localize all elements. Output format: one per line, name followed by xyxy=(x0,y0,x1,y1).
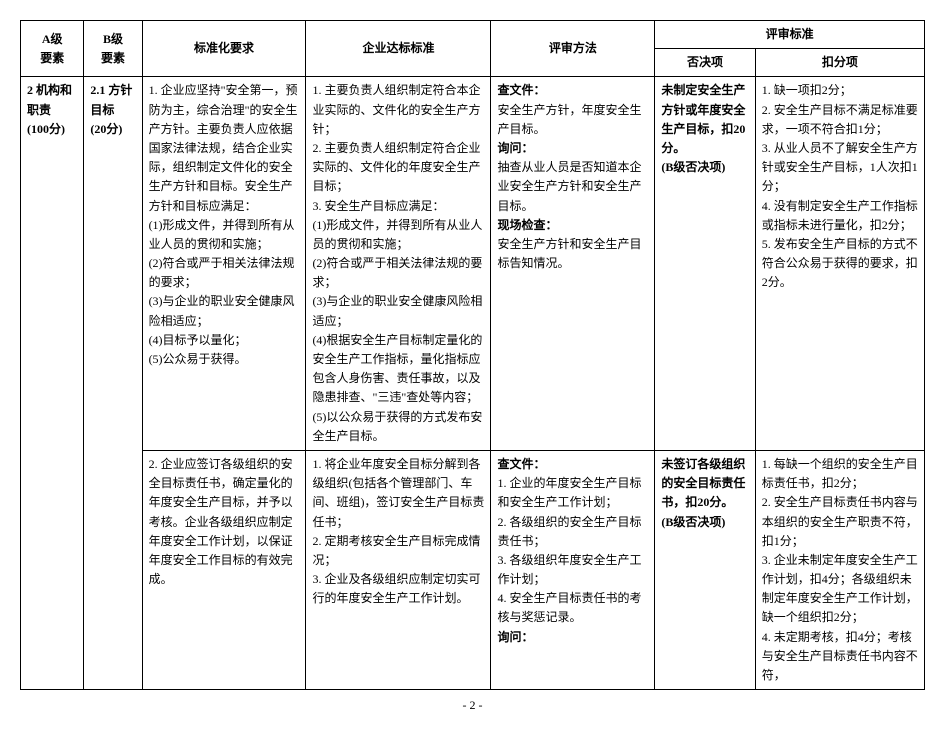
evaluation-table: A级要素 B级要素 标准化要求 企业达标标准 评审方法 评审标准 否决项 扣分项… xyxy=(20,20,925,690)
header-std: 企业达标标准 xyxy=(306,21,491,77)
method-text: 1. 企业的年度安全生产目标和安全生产工作计划；2. 各级组织的安全生产目标责任… xyxy=(497,476,641,624)
method-label-2: 询问： xyxy=(497,141,533,155)
cell-std: 1. 将企业年度安全目标分解到各级组织(包括各个管理部门、车间、班组)，签订安全… xyxy=(306,450,491,689)
cell-req: 1. 企业应坚持"安全第一，预防为主，综合治理"的安全生产方针。主要负责人应依据… xyxy=(142,77,306,451)
table-row: 2 机构和职责(100分) 2.1 方针目标(20分) 1. 企业应坚持"安全第… xyxy=(21,77,925,451)
header-deduct: 扣分项 xyxy=(755,49,924,77)
method-text-3: 安全生产方针和安全生产目标告知情况。 xyxy=(497,237,641,270)
method-label-3: 现场检查： xyxy=(497,218,557,232)
header-method: 评审方法 xyxy=(491,21,655,77)
cell-std: 1. 主要负责人组织制定符合本企业实际的、文件化的安全生产方针；2. 主要负责人… xyxy=(306,77,491,451)
table-row: 2. 企业应签订各级组织的安全目标责任书，确定量化的年度安全生产目标，并予以考核… xyxy=(21,450,925,689)
cell-a: 2 机构和职责(100分) xyxy=(21,77,84,690)
cell-method: 查文件： 1. 企业的年度安全生产目标和安全生产工作计划；2. 各级组织的安全生… xyxy=(491,450,655,689)
page-number: - 2 - xyxy=(20,698,925,713)
method-label-2: 询问： xyxy=(497,630,533,644)
cell-veto: 未签订各级组织的安全目标责任书，扣20分。(B级否决项) xyxy=(655,450,755,689)
cell-req: 2. 企业应签订各级组织的安全目标责任书，确定量化的年度安全生产目标，并予以考核… xyxy=(142,450,306,689)
cell-b: 2.1 方针目标(20分) xyxy=(84,77,142,690)
cell-veto: 未制定安全生产方针或年度安全生产目标，扣20分。(B级否决项) xyxy=(655,77,755,451)
cell-deduct: 1. 缺一项扣2分；2. 安全生产目标不满足标准要求，一项不符合扣1分；3. 从… xyxy=(755,77,924,451)
method-label: 查文件： xyxy=(497,457,545,471)
header-req: 标准化要求 xyxy=(142,21,306,77)
header-veto: 否决项 xyxy=(655,49,755,77)
method-text-2: 抽查从业人员是否知道本企业安全生产方针和安全生产目标。 xyxy=(497,160,641,212)
method-text: 安全生产方针，年度安全生产目标。 xyxy=(497,103,641,136)
header-criteria: 评审标准 xyxy=(655,21,925,49)
header-row-1: A级要素 B级要素 标准化要求 企业达标标准 评审方法 评审标准 xyxy=(21,21,925,49)
cell-deduct: 1. 每缺一个组织的安全生产目标责任书，扣2分；2. 安全生产目标责任书内容与本… xyxy=(755,450,924,689)
header-a: A级要素 xyxy=(21,21,84,77)
cell-method: 查文件： 安全生产方针，年度安全生产目标。 询问： 抽查从业人员是否知道本企业安… xyxy=(491,77,655,451)
method-label: 查文件： xyxy=(497,83,545,97)
header-b: B级要素 xyxy=(84,21,142,77)
